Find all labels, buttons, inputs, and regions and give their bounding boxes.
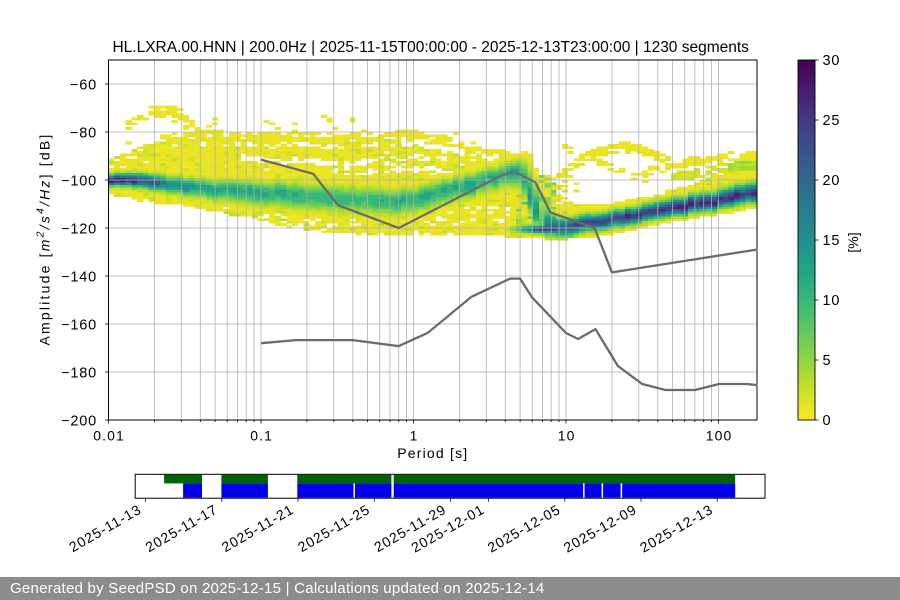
svg-text:0: 0 <box>823 413 832 429</box>
svg-text:Generated by SeedPSD on 2025-1: Generated by SeedPSD on 2025-12-15 | Cal… <box>10 580 545 597</box>
svg-text:15: 15 <box>823 233 841 249</box>
svg-text:−80: −80 <box>70 125 97 141</box>
svg-text:[%]: [%] <box>845 232 861 252</box>
svg-text:20: 20 <box>823 173 841 189</box>
svg-text:25: 25 <box>823 113 841 129</box>
svg-text:Amplitude [m2/s4/Hz] [dB]: Amplitude [m2/s4/Hz] [dB] <box>35 133 53 346</box>
svg-text:−120: −120 <box>61 221 97 237</box>
svg-text:0.1: 0.1 <box>250 428 273 444</box>
svg-text:0.01: 0.01 <box>93 428 125 444</box>
svg-text:Period [s]: Period [s] <box>397 445 468 461</box>
svg-text:100: 100 <box>706 428 733 444</box>
svg-text:−160: −160 <box>61 317 97 333</box>
svg-text:−100: −100 <box>61 173 97 189</box>
svg-text:−60: −60 <box>70 77 97 93</box>
svg-text:HL.LXRA.00.HNN | 200.0Hz | 202: HL.LXRA.00.HNN | 200.0Hz | 2025-11-15T00… <box>112 39 749 56</box>
svg-text:−180: −180 <box>61 365 97 381</box>
svg-text:10: 10 <box>823 293 841 309</box>
svg-text:5: 5 <box>823 353 832 369</box>
svg-text:10: 10 <box>558 428 576 444</box>
svg-text:30: 30 <box>823 53 841 69</box>
svg-text:−200: −200 <box>61 413 97 429</box>
svg-text:1: 1 <box>410 428 419 444</box>
svg-text:−140: −140 <box>61 269 97 285</box>
